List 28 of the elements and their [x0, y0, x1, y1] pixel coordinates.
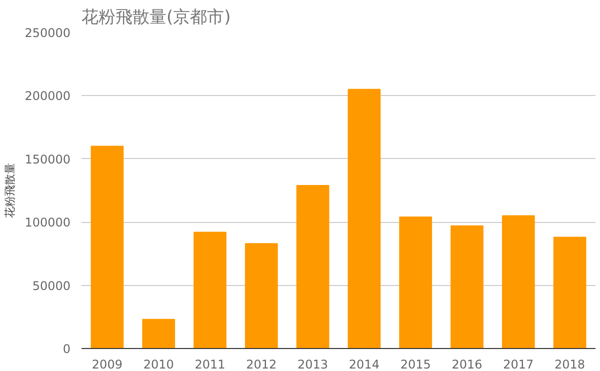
y-axis-title: 花粉飛散量	[4, 163, 17, 218]
bar	[244, 243, 278, 348]
bar	[348, 88, 381, 348]
x-tick-label: 2014	[348, 358, 380, 371]
x-tick-label: 2011	[194, 358, 226, 371]
x-tick-label: 2016	[452, 358, 482, 371]
y-tick-label: 50000	[32, 278, 71, 293]
x-tick-label: 2013	[298, 358, 328, 371]
bar	[553, 236, 586, 348]
bar	[450, 225, 484, 348]
bar	[399, 216, 432, 348]
chart-title: 花粉飛散量(京都市)	[82, 8, 231, 28]
y-tick-label: 0	[62, 342, 71, 356]
y-tick-label: 100000	[24, 216, 71, 230]
x-tick-label: 2009	[92, 358, 122, 371]
bar	[194, 232, 226, 348]
bar	[502, 215, 535, 348]
bar	[142, 318, 176, 348]
x-tick-label: 2017	[503, 358, 534, 371]
bar	[296, 184, 330, 348]
x-tick-label: 2018	[554, 358, 586, 371]
y-tick-label: 150000	[24, 152, 71, 166]
bar	[90, 146, 124, 348]
y-tick-label: 250000	[24, 26, 71, 40]
x-tick-label: 2015	[400, 358, 431, 371]
x-tick-label: 2010	[143, 358, 174, 371]
x-tick-label: 2012	[246, 358, 277, 371]
y-tick-label: 200000	[24, 89, 71, 104]
